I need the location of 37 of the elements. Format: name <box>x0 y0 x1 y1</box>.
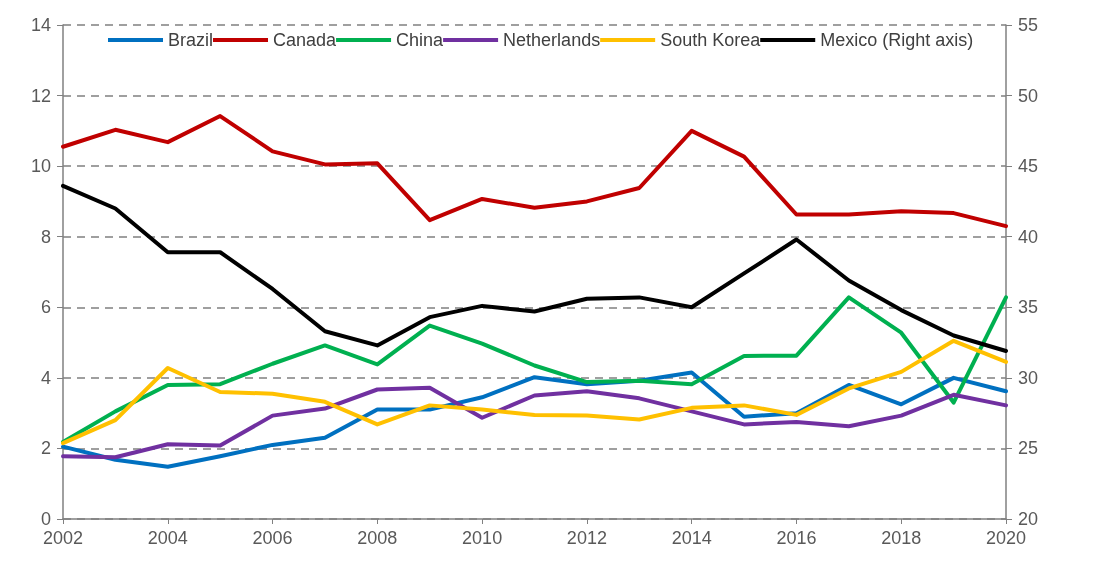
y2-tick-label: 25 <box>1018 438 1039 459</box>
line-series <box>61 385 1008 460</box>
x-tick-label: 2020 <box>985 528 1027 548</box>
legend-label: Mexico (Right axis) <box>820 30 974 50</box>
y2-tick-label: 45 <box>1018 156 1039 177</box>
y-tick-label: 12 <box>30 85 51 106</box>
x-tick-label: 2018 <box>881 528 922 548</box>
y2-tick-label: 55 <box>1018 15 1039 35</box>
y-tick-label: 8 <box>40 226 51 247</box>
y-tick-label: 2 <box>40 438 51 459</box>
x-tick-label: 2010 <box>462 528 503 548</box>
y2-tick-label: 35 <box>1018 297 1039 318</box>
legend-label: China <box>396 30 445 50</box>
y2-tick-label: 50 <box>1018 85 1039 106</box>
x-tick-label: 2016 <box>776 528 817 548</box>
y-tick-label: 14 <box>30 15 51 35</box>
line-series <box>61 114 1008 229</box>
x-tick-label: 2006 <box>252 528 293 548</box>
x-tick-label: 2012 <box>566 528 607 548</box>
line-series <box>61 295 1008 445</box>
legend-label: Canada <box>273 30 338 50</box>
legend-label: South Korea <box>660 30 762 50</box>
x-tick-label: 2002 <box>42 528 84 548</box>
legend-label: Brazil <box>168 30 214 50</box>
y2-tick-label: 20 <box>1018 509 1039 529</box>
y-tick-label: 10 <box>30 156 51 177</box>
x-tick-label: 2008 <box>357 528 398 548</box>
y-tick-label: 0 <box>40 509 51 529</box>
x-tick-label: 2014 <box>671 528 712 548</box>
y-tick-label: 4 <box>40 367 51 388</box>
y2-tick-label: 30 <box>1018 367 1039 388</box>
y2-tick-label: 40 <box>1018 226 1039 247</box>
legend-label: Netherlands <box>503 30 601 50</box>
line-series <box>61 338 1008 446</box>
y-tick-label: 6 <box>40 297 51 318</box>
line-series <box>61 183 1008 354</box>
x-tick-label: 2004 <box>147 528 188 548</box>
